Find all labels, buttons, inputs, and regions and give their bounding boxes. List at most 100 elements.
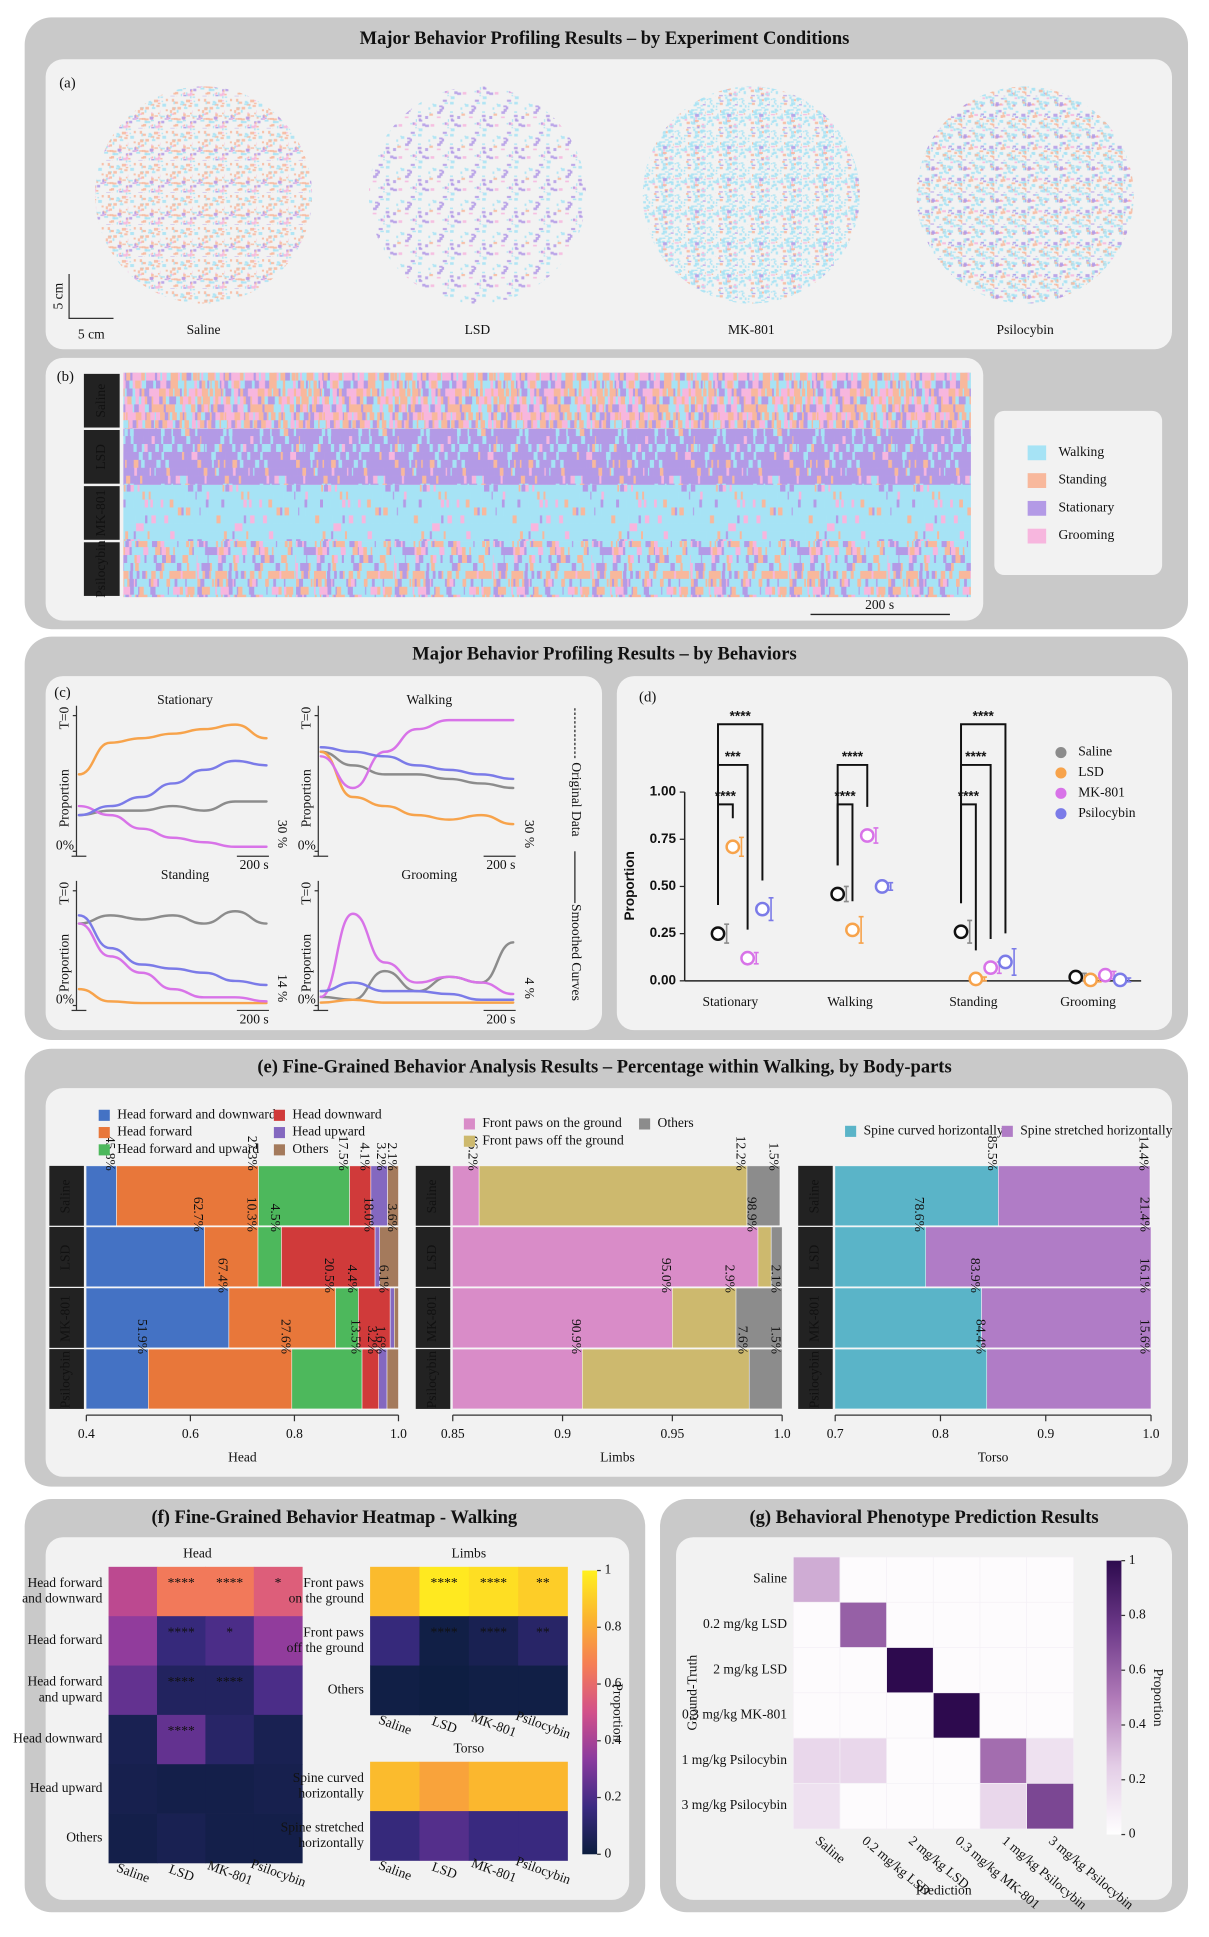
- heat-cell: [205, 1764, 255, 1814]
- mean-marker: [953, 924, 969, 940]
- y-tick-label: 0.50: [650, 878, 676, 893]
- value-label: 10.3%: [245, 1197, 260, 1232]
- y-axis-label: Proportion: [298, 934, 313, 992]
- row-label: MK-801: [424, 1295, 439, 1342]
- heat-cell: [108, 1665, 158, 1716]
- mean-marker: [725, 839, 741, 855]
- legend-label: Head forward and upward: [117, 1141, 259, 1156]
- heat-cell: [253, 1665, 303, 1716]
- smoothed-curve: [77, 804, 268, 849]
- arena-trajectory: [94, 86, 313, 304]
- colorbar-label: Proportion: [1151, 1669, 1166, 1727]
- colorbar-tick-label: 0: [1129, 1826, 1136, 1841]
- heat-cell: [468, 1761, 519, 1812]
- heat-cell: [792, 1556, 841, 1603]
- y-axis-label: Proportion: [56, 769, 71, 827]
- t0-label: T=0: [298, 882, 313, 905]
- legend-label: Head forward: [117, 1124, 192, 1139]
- mean-marker: [1112, 972, 1128, 988]
- smoothed-curve: [77, 914, 268, 987]
- x-tick-label: 0.7: [827, 1426, 844, 1441]
- smoothed-curve: [319, 750, 515, 826]
- heat-cell: [979, 1556, 1028, 1603]
- error-bar: [967, 919, 973, 944]
- heat-cell: [886, 1737, 935, 1785]
- row-label: Front paws off the ground: [283, 1624, 364, 1655]
- significance-label: ****: [216, 1674, 243, 1689]
- subplot-title: Standing: [161, 867, 209, 882]
- colorbar-tick-label: 1: [605, 1562, 612, 1577]
- row-label: MK-801: [93, 490, 108, 537]
- error-bar: [724, 923, 730, 944]
- heat-cell: [792, 1601, 841, 1649]
- y-tick-label: 0.25: [650, 925, 677, 940]
- heat-cell: [108, 1616, 158, 1666]
- heat-cell: [468, 1665, 519, 1716]
- subplot-title: Walking: [407, 692, 453, 707]
- value-label: 14.4%: [1136, 1136, 1151, 1171]
- heat-cell: [370, 1616, 420, 1666]
- section-title: (g) Behavioral Phenotype Prediction Resu…: [749, 1508, 1098, 1528]
- section-title: (f) Fine-Grained Behavior Heatmap - Walk…: [151, 1508, 517, 1528]
- row-label-box: [415, 1349, 451, 1409]
- heat-cell: [979, 1737, 1028, 1785]
- significance-bracket: [717, 723, 764, 906]
- mean-marker: [1083, 972, 1098, 988]
- row-label: Front paws on the ground: [285, 1575, 364, 1606]
- row-label: LSD: [807, 1244, 822, 1270]
- legend-label: Head upward: [292, 1124, 365, 1139]
- legend-swatch: [273, 1127, 285, 1139]
- heat-cell: [932, 1601, 981, 1649]
- bar-segment: [281, 1226, 376, 1288]
- row-label: LSD: [58, 1244, 73, 1270]
- row-label: Head forward and upward: [27, 1674, 102, 1705]
- x-tick-label: Standing: [949, 994, 997, 1009]
- significance-label: ****: [216, 1575, 243, 1590]
- legend-label: Walking: [1058, 444, 1104, 459]
- bar-segment: [770, 1226, 783, 1288]
- heat-cell: [419, 1811, 470, 1861]
- error-bar: [873, 827, 879, 844]
- row-label-box: [798, 1165, 833, 1226]
- legend-label: Grooming: [1058, 527, 1114, 542]
- mean-marker: [845, 922, 860, 938]
- colorbar-label: Proportion: [611, 1683, 626, 1741]
- heat-cell: [108, 1813, 158, 1864]
- legend-marker: [1055, 747, 1067, 759]
- y-tick-label: 0.00: [650, 972, 676, 987]
- mean-marker: [968, 971, 984, 987]
- significance-label: ****: [168, 1575, 195, 1590]
- heat-cell: [205, 1616, 255, 1666]
- smoothed-curve: [319, 718, 515, 790]
- value-label: 67.4%: [215, 1258, 230, 1293]
- section-title: Major Behavior Profiling Results – by Be…: [412, 644, 796, 664]
- x-tick-label: 1.0: [774, 1426, 791, 1441]
- error-bar: [843, 885, 849, 903]
- heat-cell: [792, 1692, 841, 1739]
- bar-segment: [925, 1226, 1152, 1288]
- smoothed-curve: [77, 800, 268, 817]
- heat-cell: [932, 1556, 981, 1603]
- bar-segment: [394, 1287, 399, 1349]
- legend-swatch: [98, 1144, 110, 1156]
- significance-label: ****: [168, 1674, 195, 1689]
- heat-cell: [518, 1566, 568, 1617]
- y-tick-label: 4 %: [522, 977, 537, 998]
- legend-label: Smoothed Curves: [569, 904, 584, 1001]
- section-title: (e) Fine-Grained Behavior Analysis Resul…: [257, 1058, 951, 1078]
- heat-cell: [518, 1665, 568, 1716]
- heat-cell: [886, 1601, 935, 1649]
- y-tick-label: 0.75: [650, 831, 677, 846]
- row-label: LSD: [93, 444, 108, 470]
- x-tick-label: 0.4: [78, 1426, 95, 1441]
- smoothed-curve: [77, 759, 268, 817]
- value-label: 13.5%: [349, 1319, 364, 1354]
- significance-label: ****: [958, 789, 980, 804]
- heat-cell: [518, 1761, 568, 1812]
- heat-cell: [839, 1782, 888, 1830]
- x-tick-label: 0.9: [554, 1426, 571, 1441]
- panel-box: [45, 59, 1172, 350]
- significance-label: ****: [965, 749, 987, 764]
- heat-cell: [253, 1813, 303, 1864]
- significance-label: **: [536, 1575, 550, 1590]
